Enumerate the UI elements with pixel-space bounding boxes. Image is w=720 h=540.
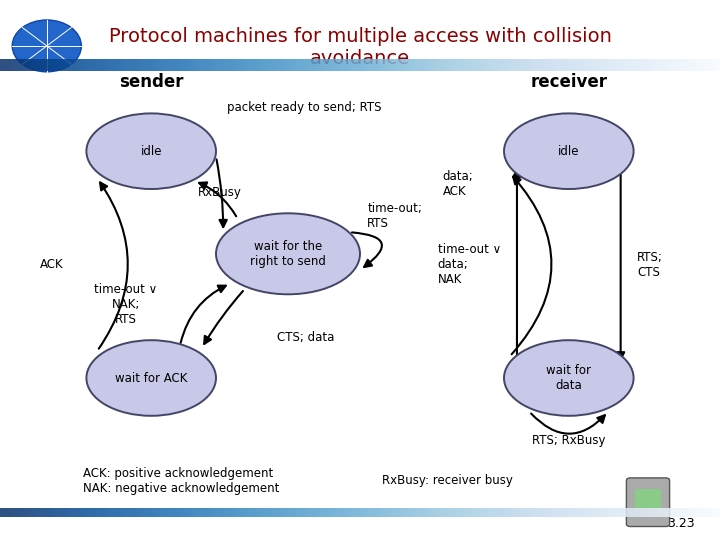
Text: packet ready to send; RTS: packet ready to send; RTS (227, 102, 382, 114)
Ellipse shape (216, 213, 360, 294)
Text: ACK: ACK (40, 258, 63, 271)
Text: RTS; RxBusy: RTS; RxBusy (532, 434, 606, 447)
Text: wait for ACK: wait for ACK (115, 372, 187, 384)
Text: data;
ACK: data; ACK (443, 170, 474, 198)
Ellipse shape (504, 340, 634, 416)
Text: 3.23: 3.23 (667, 517, 695, 530)
Text: Protocol machines for multiple access with collision
avoidance: Protocol machines for multiple access wi… (109, 27, 611, 68)
Text: time-out ∨
NAK;
RTS: time-out ∨ NAK; RTS (94, 282, 158, 326)
Text: wait for the
right to send: wait for the right to send (250, 240, 326, 268)
FancyBboxPatch shape (626, 478, 670, 526)
Text: ACK: positive acknowledgement
NAK: negative acknowledgement: ACK: positive acknowledgement NAK: negat… (83, 467, 279, 495)
Text: receiver: receiver (531, 73, 607, 91)
Text: time-out;
RTS: time-out; RTS (367, 202, 422, 230)
FancyArrowPatch shape (352, 232, 382, 267)
Bar (635, 489, 661, 508)
Text: wait for
data: wait for data (546, 364, 591, 392)
Text: RxBusy: RxBusy (198, 186, 242, 199)
Text: time-out ∨
data;
NAK: time-out ∨ data; NAK (438, 243, 501, 286)
Text: CTS; data: CTS; data (277, 331, 335, 344)
Ellipse shape (86, 113, 216, 189)
Text: idle: idle (558, 145, 580, 158)
FancyArrowPatch shape (531, 414, 605, 434)
Ellipse shape (86, 340, 216, 416)
Text: sender: sender (119, 73, 184, 91)
Ellipse shape (504, 113, 634, 189)
Text: RxBusy: receiver busy: RxBusy: receiver busy (382, 474, 513, 487)
Text: idle: idle (140, 145, 162, 158)
Circle shape (12, 20, 81, 72)
Text: RTS;
CTS: RTS; CTS (637, 251, 663, 279)
